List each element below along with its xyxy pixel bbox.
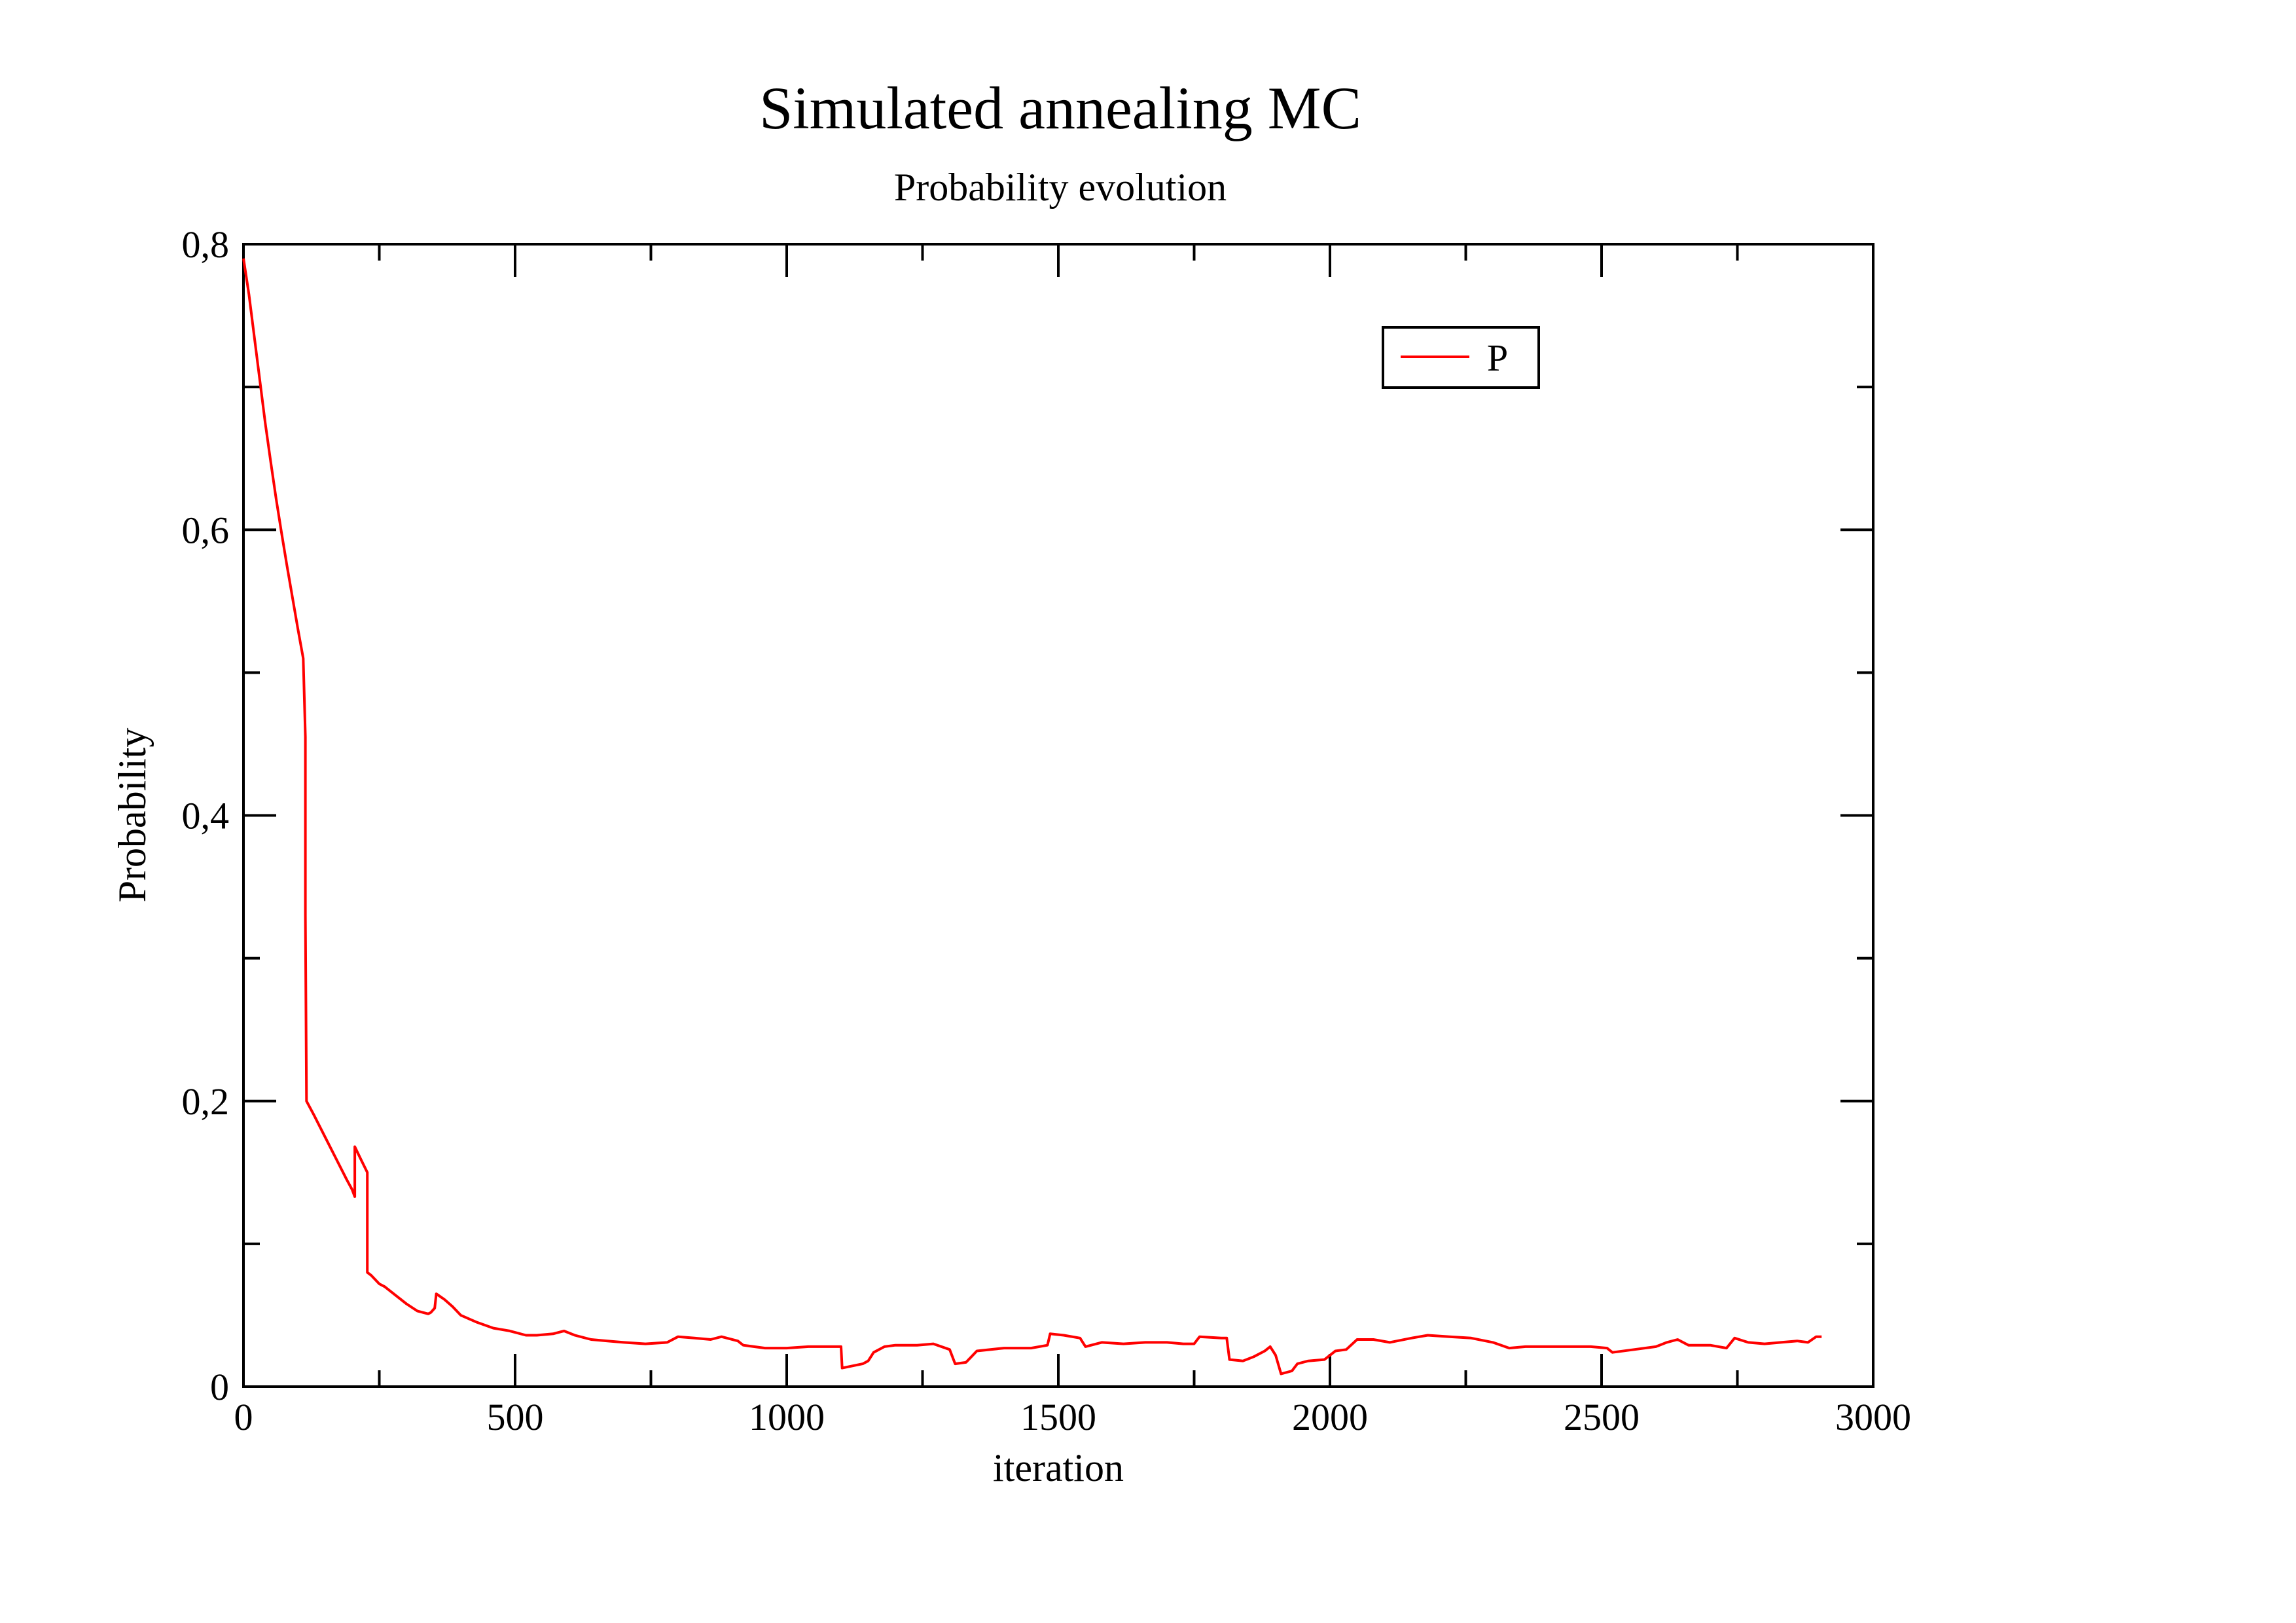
chart-subtitle: Probability evolution	[894, 166, 1227, 209]
plot-frame	[242, 243, 1874, 1388]
x-tick-label: 500	[487, 1396, 544, 1438]
x-tick-label: 3000	[1835, 1396, 1911, 1438]
y-tick-label: 0,2	[182, 1080, 230, 1123]
legend-label-p: P	[1487, 337, 1508, 379]
x-tick-label: 0	[234, 1396, 253, 1438]
y-axis-label: Probability	[111, 728, 154, 903]
x-axis-label: iteration	[993, 1446, 1124, 1489]
axis-ticks	[242, 243, 1874, 1388]
legend: P	[1382, 326, 1540, 389]
x-tick-label: 2500	[1564, 1396, 1640, 1438]
y-tick-label: 0,6	[182, 509, 230, 551]
y-tick-label: 0,4	[182, 795, 230, 837]
y-tick-label: 0	[210, 1366, 229, 1408]
x-tick-label: 1000	[749, 1396, 825, 1438]
series-line-p	[242, 258, 1822, 1376]
x-tick-label: 2000	[1292, 1396, 1368, 1438]
chart-title: Simulated annealing MC	[759, 75, 1361, 141]
x-tick-label: 1500	[1020, 1396, 1096, 1438]
axis-tick-labels: 0 500 1000 1500 2000 2500 3000 0 0,2 0,4 0,6 0,8	[182, 223, 1912, 1438]
y-tick-label: 0,8	[182, 223, 230, 266]
